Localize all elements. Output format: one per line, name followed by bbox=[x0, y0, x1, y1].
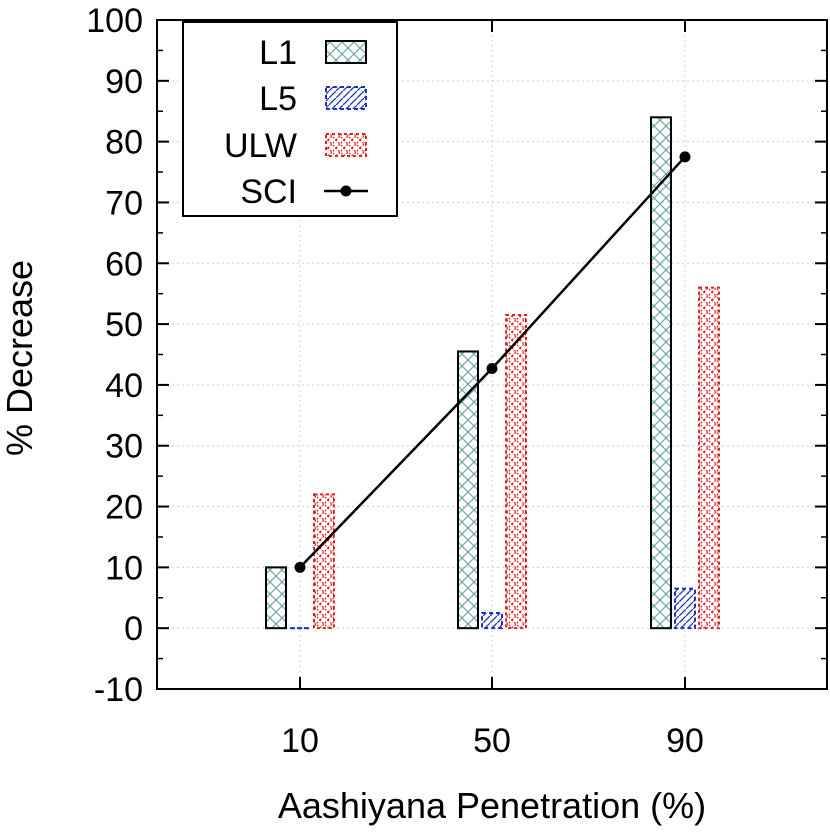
x-axis-title: Aashiyana Penetration (%) bbox=[278, 785, 706, 826]
axis-ticks: -10 0 10 20 30 40 50 60 70 80 90 100 10 50 90 bbox=[86, 2, 827, 760]
legend-label-ulw: ULW bbox=[224, 127, 297, 165]
bar-l1-90 bbox=[650, 116, 672, 630]
bars bbox=[265, 116, 720, 630]
legend-swatch-l5 bbox=[325, 86, 367, 110]
point-sci-90 bbox=[679, 151, 691, 163]
legend-swatch-ulw bbox=[325, 133, 367, 157]
y-tick-label: 70 bbox=[105, 184, 143, 222]
bar-ulw-50 bbox=[505, 313, 527, 630]
y-axis-title: % Decrease bbox=[0, 260, 40, 456]
x-tick-label: 90 bbox=[666, 722, 704, 760]
point-sci-50 bbox=[486, 362, 498, 374]
legend-label-l1: L1 bbox=[259, 34, 297, 72]
bar-l1-10 bbox=[265, 566, 287, 630]
legend-marker-sci bbox=[340, 185, 352, 197]
y-tick-label: 100 bbox=[86, 2, 143, 40]
bar-ulw-10 bbox=[313, 493, 335, 630]
x-tick-label: 10 bbox=[281, 722, 319, 760]
legend-swatch-l1 bbox=[325, 40, 367, 64]
y-tick-label: 60 bbox=[105, 245, 143, 283]
bar-l5-50 bbox=[481, 611, 503, 630]
y-tick-label: 0 bbox=[124, 610, 143, 648]
legend-label-sci: SCI bbox=[240, 173, 297, 211]
y-tick-label: 50 bbox=[105, 306, 143, 344]
point-sci-10 bbox=[294, 561, 306, 573]
y-tick-label: 30 bbox=[105, 428, 143, 466]
bar-l1-50 bbox=[457, 350, 479, 630]
x-tick-label: 50 bbox=[473, 722, 511, 760]
y-tick-label: 40 bbox=[105, 367, 143, 405]
legend-label-l5: L5 bbox=[259, 80, 297, 118]
y-tick-label: -10 bbox=[94, 671, 143, 709]
legend: L1 L5 ULW SCI bbox=[182, 21, 398, 217]
y-tick-label: 90 bbox=[105, 63, 143, 101]
bar-l5-90 bbox=[674, 587, 696, 630]
y-tick-label: 80 bbox=[105, 124, 143, 162]
sci-line-series bbox=[294, 151, 691, 573]
y-tick-label: 20 bbox=[105, 489, 143, 527]
bar-ulw-90 bbox=[698, 286, 720, 630]
y-tick-label: 10 bbox=[105, 549, 143, 587]
